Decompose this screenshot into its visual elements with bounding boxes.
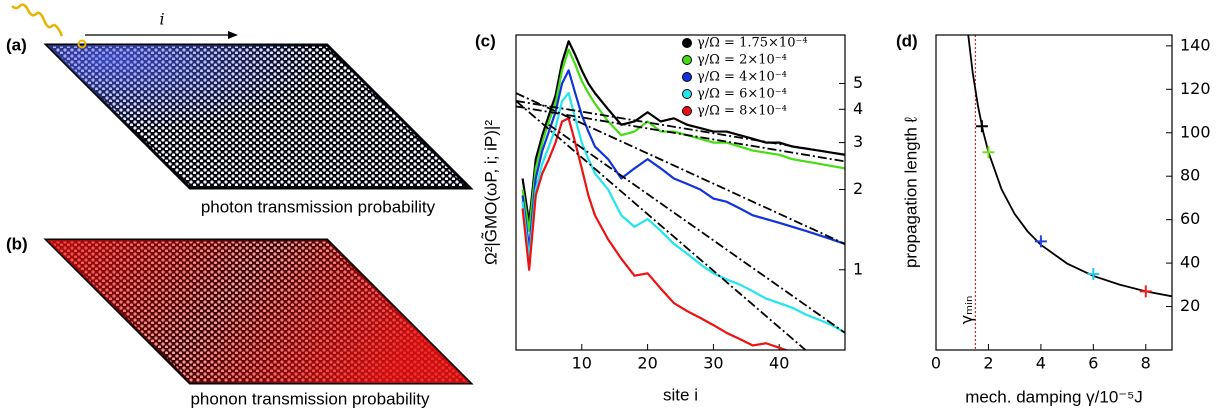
legend-label: γ/Ω = 4×10⁻⁴ [697, 70, 787, 85]
fit-line [516, 100, 807, 350]
caption: phonon transmission probability [190, 389, 430, 408]
x-tick-label: 8 [1141, 354, 1151, 373]
legend-marker [682, 89, 692, 99]
fit-line [548, 124, 845, 334]
x-tick-label: 10 [572, 354, 592, 373]
y-tick-label: 120 [1180, 79, 1211, 98]
x-tick-label: 2 [983, 354, 993, 373]
y-tick-label: 2 [853, 179, 863, 198]
incident-photon [11, 3, 64, 37]
y-axis-label: Ω²|G̃MO(ωP, i; iP)|² [481, 120, 501, 265]
legend-label: γ/Ω = 1.75×10⁻⁴ [697, 36, 808, 51]
y-tick-label: 40 [1180, 253, 1200, 272]
data-line [521, 40, 845, 224]
plot-frame [515, 34, 846, 351]
x-tick-label: 0 [931, 354, 941, 373]
x-tick-label: 6 [1088, 354, 1098, 373]
arrowhead [228, 31, 238, 39]
input-site [77, 39, 87, 49]
legend-label: γ/Ω = 2×10⁻⁴ [697, 53, 787, 68]
plot-frame [935, 34, 1173, 351]
y-tick-label: 20 [1180, 296, 1200, 315]
x-tick-label: 30 [703, 354, 723, 373]
y-tick-label: 4 [853, 99, 863, 118]
fit-line [516, 100, 845, 156]
panel-label: (c) [475, 31, 496, 50]
x-tick-label: 20 [637, 354, 657, 373]
fit-line [516, 105, 845, 163]
threshold-label: γₘᵢₙ [957, 296, 976, 325]
marker [982, 146, 995, 159]
legend-marker [682, 55, 692, 65]
marker [1139, 285, 1152, 298]
y-axis-label: propagation length ℓ [901, 116, 920, 268]
x-axis-label: mech. damping γ/10⁻⁵J [965, 387, 1143, 406]
plot-area [967, 35, 1172, 350]
x-tick-label: 4 [1036, 354, 1046, 373]
fit-curve [967, 35, 1172, 298]
data-line [521, 48, 845, 232]
marker [1087, 267, 1100, 280]
y-tick-label: 5 [853, 73, 863, 92]
phonon-intensity [47, 240, 470, 383]
y-tick-label: 1 [853, 259, 863, 278]
data-line [521, 117, 790, 350]
y-tick-label: 140 [1180, 35, 1211, 54]
plot-area [516, 40, 845, 350]
legend-label: γ/Ω = 6×10⁻⁴ [697, 87, 787, 102]
fit-line [516, 92, 845, 245]
x-axis-label: site i [663, 385, 698, 404]
legend-marker [682, 106, 692, 116]
y-tick-label: 60 [1180, 209, 1200, 228]
y-tick-label: 3 [853, 132, 863, 151]
y-tick-label: 80 [1180, 166, 1200, 185]
y-tick-label: 100 [1180, 122, 1211, 141]
legend-marker [682, 72, 692, 82]
panel-label: (d) [896, 31, 918, 50]
panel-label: (b) [6, 234, 28, 253]
marker [975, 120, 988, 133]
legend-marker [682, 38, 692, 48]
photon-intensity [47, 45, 470, 188]
caption: photon transmission probability [201, 197, 436, 216]
legend-label: γ/Ω = 8×10⁻⁴ [697, 104, 787, 119]
data-line [521, 92, 845, 334]
x-tick-label: 40 [769, 354, 789, 373]
arrow-label: i [159, 10, 164, 29]
marker [1034, 235, 1047, 248]
panel-label: (a) [6, 35, 27, 54]
